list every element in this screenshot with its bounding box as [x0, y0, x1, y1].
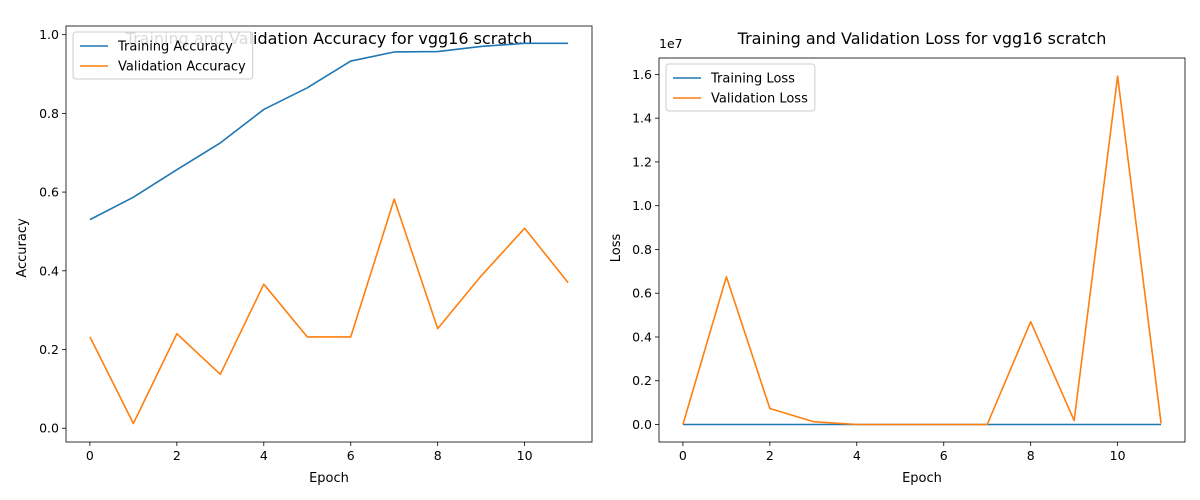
x-tick-label: 10 [1110, 448, 1126, 463]
y-tick-label: 0.6 [632, 286, 652, 301]
legend-box [665, 63, 816, 112]
x-tick-label: 2 [766, 448, 774, 463]
y-tick-label: 0.0 [39, 421, 59, 436]
x-tick-label: 8 [1027, 448, 1035, 463]
legend: Training Loss Validation Loss [665, 63, 816, 112]
series-line-2 [89, 198, 569, 425]
y-tick-label: 0.2 [39, 342, 59, 357]
x-tick-label: 0 [86, 448, 94, 463]
y-tick-label: 1.0 [39, 27, 59, 42]
legend-box [72, 31, 254, 80]
x-tick-label: 4 [260, 448, 268, 463]
y-tick-label: 1.2 [632, 154, 652, 169]
y-tick-label: 1.4 [632, 111, 652, 126]
loss-chart: Training and Validation Loss for vgg16 s… [609, 29, 1186, 486]
x-axis-label: Epoch [309, 471, 349, 486]
tick-group: 0 2 4 6 8 10 0.0 0.2 0.4 0.6 0.8 1.0 1.2 1.4 1.6 [632, 67, 1126, 463]
legend-label: Training Loss [710, 72, 795, 87]
legend-label: Training Accuracy [117, 40, 233, 55]
legend-label: Validation Loss [711, 92, 808, 107]
legend: Training Accuracy Validation Accuracy [72, 31, 254, 80]
x-tick-label: 0 [679, 448, 687, 463]
y-tick-label: 0.4 [39, 263, 59, 278]
x-tick-label: 8 [434, 448, 442, 463]
series-group [89, 42, 569, 425]
series-line-2 [682, 75, 1162, 426]
y-axis-label: Accuracy [15, 218, 30, 278]
x-tick-label: 4 [853, 448, 861, 463]
y-tick-label: 1.0 [632, 198, 652, 213]
x-tick-label: 6 [940, 448, 948, 463]
x-axis-label: Epoch [902, 471, 942, 486]
legend-label: Validation Accuracy [118, 60, 246, 75]
series-group [682, 75, 1162, 426]
y-tick-label: 0.8 [632, 242, 652, 257]
offset-text: 1e7 [659, 36, 683, 51]
chart-title: Training and Validation Loss for vgg16 s… [737, 29, 1107, 48]
y-tick-label: 0.2 [632, 373, 652, 388]
y-tick-label: 0.4 [632, 329, 652, 344]
accuracy-chart: Training and Validation Accuracy for vgg… [15, 25, 593, 486]
plot-frame [658, 57, 1186, 443]
x-tick-label: 10 [517, 448, 533, 463]
y-tick-label: 1.6 [632, 67, 652, 82]
x-tick-label: 6 [347, 448, 355, 463]
y-tick-label: 0.6 [39, 185, 59, 200]
tick-group: 0 2 4 6 8 10 0.0 0.2 0.4 0.6 0.8 1.0 [39, 27, 533, 463]
y-tick-label: 0.0 [632, 417, 652, 432]
y-tick-label: 0.8 [39, 106, 59, 121]
y-axis-label: Loss [609, 234, 624, 263]
series-line-1 [89, 42, 569, 221]
plot-frame [65, 25, 593, 443]
x-tick-label: 2 [173, 448, 181, 463]
